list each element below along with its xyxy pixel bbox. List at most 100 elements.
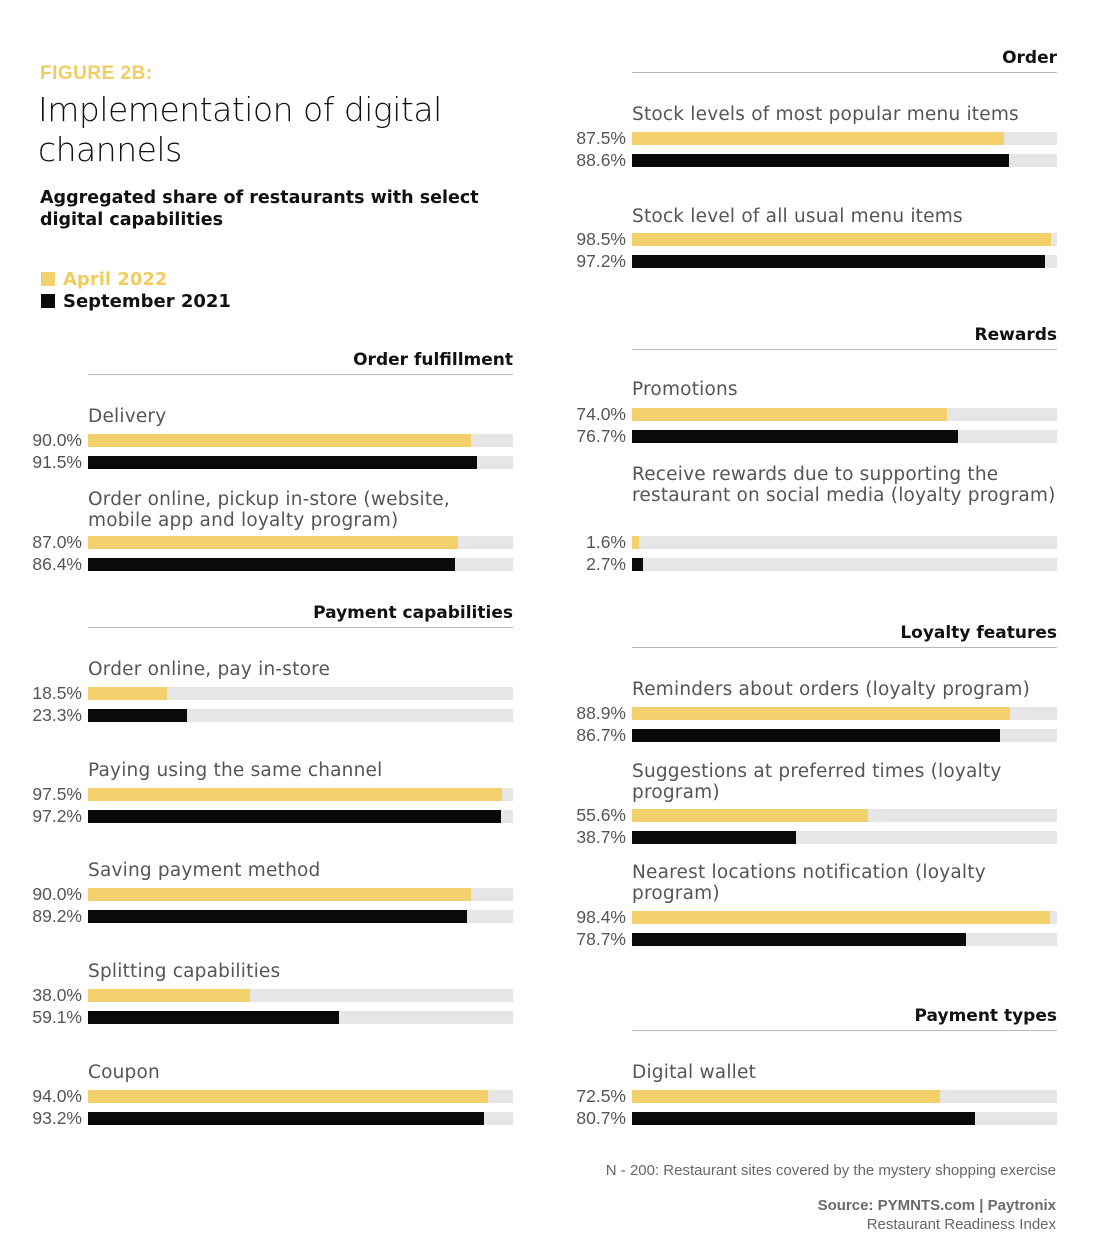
section-title: Payment capabilities <box>313 603 513 623</box>
value-label-september-2021: 93.2% <box>32 1108 82 1128</box>
section-title: Order <box>1002 48 1057 68</box>
value-label-september-2021: 38.7% <box>576 827 626 847</box>
bar-april-2022 <box>88 888 471 901</box>
item-label: Paying using the same channel <box>88 760 383 781</box>
legend-label-september-2021: September 2021 <box>63 290 231 312</box>
value-label-september-2021: 91.5% <box>32 452 82 472</box>
section-title: Order fulfillment <box>353 350 513 370</box>
section-order: Order Stock levels of most popular menu i… <box>576 43 1057 271</box>
value-label-september-2021: 78.7% <box>576 929 626 949</box>
section-header: Order <box>632 43 1057 73</box>
value-label-april-2022: 74.0% <box>576 404 626 424</box>
bar-row-april-2022: 94.0% <box>32 1086 513 1106</box>
bar-april-2022 <box>632 809 869 822</box>
bar-april-2022 <box>632 707 1010 720</box>
bar-row-april-2022: 87.5% <box>576 128 1057 148</box>
bar-row-september-2021: 97.2% <box>576 251 1057 271</box>
bar-row-april-2022: 74.0% <box>576 404 1057 424</box>
value-label-september-2021: 2.7% <box>586 554 626 574</box>
bar-row-april-2022: 98.4% <box>576 907 1057 927</box>
value-label-april-2022: 97.5% <box>32 784 82 804</box>
bar-row-april-2022: 90.0% <box>32 884 513 904</box>
value-label-september-2021: 59.1% <box>32 1007 82 1027</box>
bar-april-2022 <box>632 233 1051 246</box>
section-header: Loyalty features <box>632 618 1057 648</box>
value-label-september-2021: 86.4% <box>32 554 82 574</box>
bar-row-september-2021: 38.7% <box>576 827 1057 847</box>
bar-row-april-2022: 97.5% <box>32 784 513 804</box>
bar-september-2021 <box>632 1112 975 1125</box>
value-label-september-2021: 76.7% <box>576 426 626 446</box>
bar-september-2021 <box>88 709 188 722</box>
source: Source: PYMNTS.com | Paytronix Restauran… <box>818 1196 1056 1234</box>
footnote: N - 200: Restaurant sites covered by the… <box>605 1162 1056 1179</box>
legend: April 2022 September 2021 <box>40 268 231 312</box>
legend-item-september-2021: September 2021 <box>40 290 231 312</box>
bar-row-april-2022: 87.0% <box>32 532 513 552</box>
item-label: Order online, pickup in-store (website, … <box>88 489 450 531</box>
value-label-september-2021: 86.7% <box>576 725 626 745</box>
source-index-name: Restaurant Readiness Index <box>866 1216 1056 1233</box>
item-label: Receive rewards due to supporting the re… <box>632 464 1056 506</box>
bar-row-september-2021: 59.1% <box>32 1007 513 1027</box>
bar-track <box>632 536 1057 549</box>
bar-september-2021 <box>632 255 1046 268</box>
bar-track <box>88 709 513 722</box>
bar-september-2021 <box>632 933 967 946</box>
bar-row-september-2021: 2.7% <box>586 554 1057 574</box>
value-label-april-2022: 18.5% <box>32 683 82 703</box>
bar-september-2021 <box>88 1112 485 1125</box>
bar-row-april-2022: 98.5% <box>576 229 1057 249</box>
item-label: Promotions <box>632 379 738 400</box>
bar-september-2021 <box>632 558 644 571</box>
section-title: Payment types <box>914 1006 1057 1026</box>
section-payment-capabilities: Payment capabilities Order online, pay in… <box>32 598 513 1128</box>
bar-september-2021 <box>88 558 456 571</box>
bar-row-september-2021: 97.2% <box>32 806 513 826</box>
bar-row-april-2022: 38.0% <box>32 985 513 1005</box>
item-label: Delivery <box>88 406 167 427</box>
value-label-april-2022: 90.0% <box>32 884 82 904</box>
item-label: Suggestions at preferred times (loyalty … <box>632 761 1002 803</box>
figure-label: FIGURE 2B: <box>40 63 153 84</box>
item-label: Splitting capabilities <box>88 961 281 982</box>
item-label: Stock levels of most popular menu items <box>632 104 1019 125</box>
value-label-september-2021: 89.2% <box>32 906 82 926</box>
bar-row-september-2021: 88.6% <box>576 150 1057 170</box>
bar-september-2021 <box>88 1011 340 1024</box>
section-order-fulfillment: Order fulfillment Delivery 90.0% 91.5% Order… <box>32 345 513 574</box>
bar-row-april-2022: 90.0% <box>32 430 513 450</box>
bar-april-2022 <box>88 1090 488 1103</box>
bar-september-2021 <box>88 456 477 469</box>
value-label-april-2022: 72.5% <box>576 1086 626 1106</box>
chart-title: Implementation of digital channels <box>38 90 442 169</box>
section-payment-types: Payment types Digital wallet 72.5% 80.7% <box>576 1001 1057 1128</box>
section-title: Rewards <box>974 325 1057 345</box>
value-label-april-2022: 98.4% <box>576 907 626 927</box>
source-prefix: Source: <box>817 1197 878 1214</box>
source-line: Source: PYMNTS.com | Paytronix <box>818 1196 1056 1215</box>
value-label-april-2022: 88.9% <box>576 703 626 723</box>
bar-track <box>632 558 1057 571</box>
legend-swatch-september-2021 <box>41 294 55 308</box>
value-label-september-2021: 23.3% <box>32 705 82 725</box>
bar-september-2021 <box>632 831 797 844</box>
value-label-september-2021: 97.2% <box>576 251 626 271</box>
bar-row-september-2021: 78.7% <box>576 929 1057 949</box>
section-header: Payment capabilities <box>88 598 513 628</box>
bar-april-2022 <box>88 788 503 801</box>
bar-row-april-2022: 88.9% <box>576 703 1057 723</box>
bar-row-april-2022: 72.5% <box>576 1086 1057 1106</box>
item-label: Stock level of all usual menu items <box>632 206 963 227</box>
bar-september-2021 <box>632 729 1001 742</box>
section-header: Rewards <box>632 320 1057 350</box>
value-label-april-2022: 55.6% <box>576 805 626 825</box>
legend-label-april-2022: April 2022 <box>63 268 168 290</box>
section-rewards: Rewards Promotions 74.0% 76.7% Receive rewar… <box>576 320 1057 574</box>
item-label: Nearest locations notification (loyalty … <box>632 862 986 904</box>
section-loyalty-features: Loyalty features Reminders about orders (… <box>576 618 1057 949</box>
bar-april-2022 <box>632 132 1004 145</box>
bar-row-april-2022: 55.6% <box>576 805 1057 825</box>
source-separator: | <box>975 1197 988 1214</box>
bar-row-september-2021: 76.7% <box>576 426 1057 446</box>
